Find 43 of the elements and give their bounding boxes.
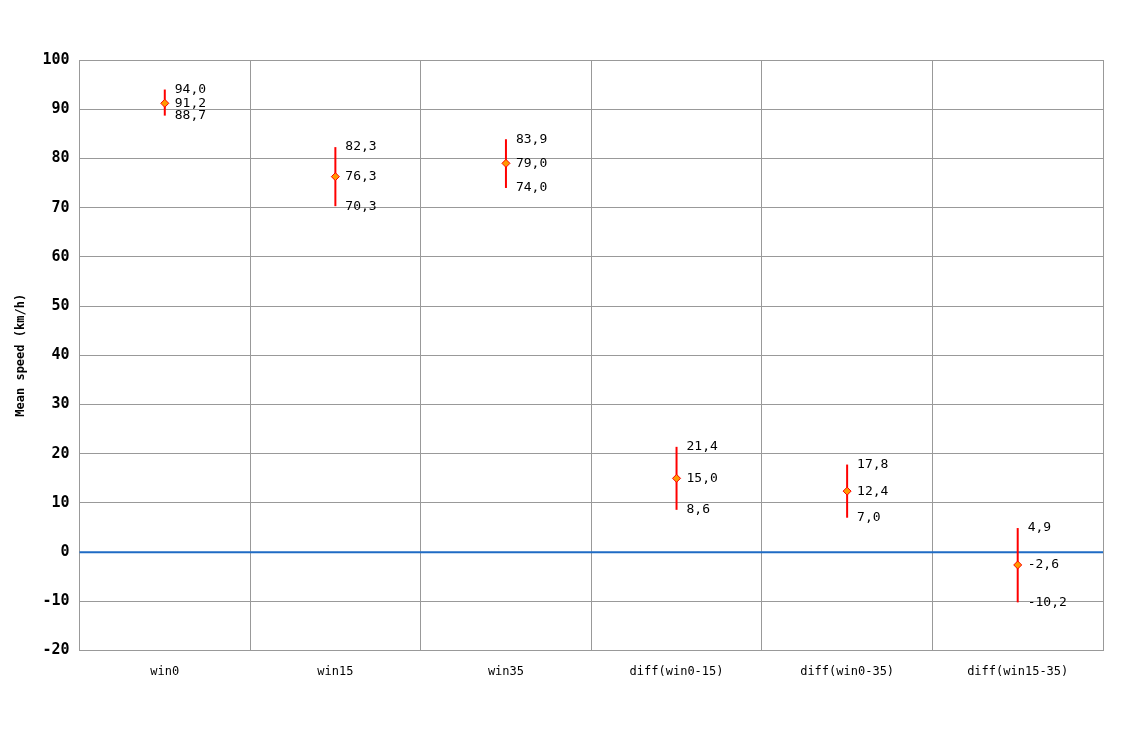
data-label: 91,2 <box>174 94 207 110</box>
x-tick-label: diff(win0-15) <box>629 663 724 678</box>
data-label: 76,3 <box>345 168 377 184</box>
y-tick-label: 80 <box>51 148 70 167</box>
annotation: 7,0 <box>857 509 881 525</box>
y-tick-label: -20 <box>42 640 70 659</box>
x-tick-label: win35 <box>487 663 525 678</box>
point <box>330 172 340 182</box>
data-label: 15,0 <box>686 469 718 485</box>
annotation: -10,2 <box>1027 593 1067 609</box>
y-tick-label: 0 <box>60 542 70 561</box>
point <box>842 486 852 496</box>
annotation: 74,0 <box>515 179 548 195</box>
point <box>501 158 511 168</box>
y-axis-title: Mean speed (km/h) <box>13 293 28 417</box>
y-tick-label: 60 <box>51 246 70 265</box>
y-tick-label: 50 <box>51 295 70 314</box>
x-tick-label: diff(win0-35) <box>800 663 895 678</box>
point <box>1013 560 1023 570</box>
x-tick-label: win15 <box>317 663 354 678</box>
y-tick-label: 30 <box>51 394 70 413</box>
y-tick-label: 70 <box>51 197 70 216</box>
annotation: 4,9 <box>1027 519 1052 535</box>
annotation: 21,4 <box>686 438 719 454</box>
annotation: 17,8 <box>857 455 889 471</box>
data-label: 12,4 <box>857 482 889 498</box>
data-label: 79,0 <box>515 154 548 170</box>
x-tick-label: win0 <box>150 663 180 678</box>
x-tick-label: diff(win15-35) <box>967 663 1069 678</box>
annotation: 70,3 <box>345 197 377 213</box>
y-tick-label: -10 <box>42 591 70 610</box>
y-tick-label: 100 <box>42 49 70 68</box>
annotation: 8,6 <box>686 501 711 517</box>
y-tick-label: 10 <box>51 492 70 511</box>
point <box>160 98 170 108</box>
data-label: -2,6 <box>1027 556 1060 572</box>
y-tick-label: 90 <box>51 99 70 118</box>
y-tick-label: 40 <box>51 345 70 364</box>
annotation: 94,0 <box>174 80 207 96</box>
point <box>672 473 682 483</box>
annotation: 83,9 <box>515 130 548 146</box>
y-tick-label: 20 <box>51 443 70 462</box>
annotation: 82,3 <box>345 138 377 154</box>
